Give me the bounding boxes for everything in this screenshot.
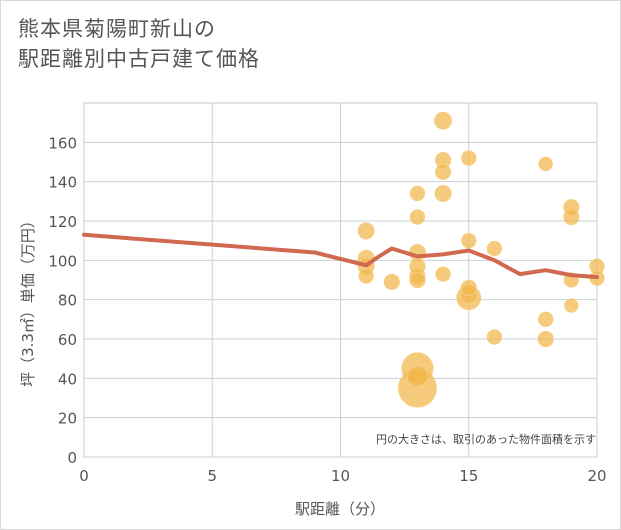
data-point [460,279,477,296]
x-tick-labels: 0 5 10 15 20 [79,467,606,485]
data-point [357,222,375,240]
data-point [434,184,452,202]
data-point [537,330,554,348]
x-tick-label: 15 [459,467,478,485]
data-point [563,208,580,226]
x-tick-label: 5 [207,467,217,485]
data-point [383,273,400,291]
y-tick-label: 140 [48,174,77,192]
y-tick-label: 120 [48,213,77,231]
trend-line [82,232,599,280]
y-axis-label: 坪（3.3㎡）単価（万円） [19,213,37,387]
data-point [564,298,579,313]
y-tick-label: 60 [58,331,77,349]
y-tick-label: 20 [58,410,77,428]
data-point [358,268,374,284]
x-axis-label: 駅距離（分） [295,500,385,518]
y-tick-label: 100 [48,252,77,270]
data-point [409,271,426,289]
data-point [406,365,429,387]
chart-title-line1: 熊本県菊陽町新山の [18,17,216,41]
data-point [435,266,451,282]
data-point [435,163,452,180]
data-point [434,111,452,130]
x-tick-label: 0 [79,467,89,485]
data-point [486,329,503,345]
data-point [538,311,554,327]
y-tick-label: 160 [48,134,77,152]
data-point [486,240,503,257]
y-tick-label: 80 [58,292,77,310]
chart-title: 熊本県菊陽町新山の 駅距離別中古戸建て価格 [18,14,260,74]
y-tick-label: 40 [58,370,77,388]
data-point [461,233,477,249]
chart-title-line2: 駅距離別中古戸建て価格 [18,47,260,71]
y-tick-labels: 0 20 40 60 80 100 120 140 160 [48,134,77,467]
size-note: 円の大きさは、取引のあった物件面積を示す [376,432,596,446]
x-tick-label: 10 [331,467,350,485]
x-tick-label: 20 [587,467,606,485]
y-tick-label: 0 [67,449,77,467]
data-point [538,156,553,172]
data-point [409,185,426,202]
data-point [461,150,477,166]
trend-series [82,232,599,280]
data-point [409,209,426,225]
